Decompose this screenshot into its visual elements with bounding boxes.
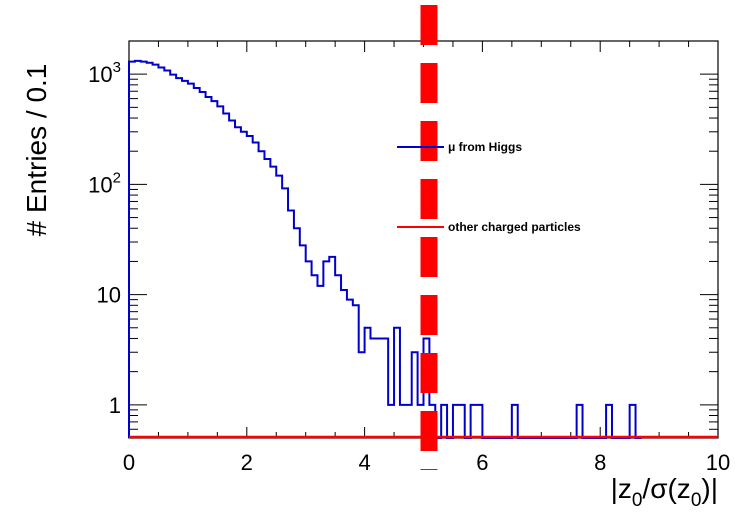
legend-label: μ from Higgs: [448, 140, 522, 154]
legend: μ from Higgs other charged particles: [397, 140, 581, 234]
x-tick-label: 0: [123, 450, 135, 475]
x-tick-label: 8: [594, 450, 606, 475]
x-tick-label: 4: [358, 450, 370, 475]
y-axis-title: # Entries / 0.1: [21, 64, 52, 237]
y-tick-label: 102: [88, 169, 121, 197]
y-tick-label: 1: [109, 393, 121, 418]
y-tick-label: 103: [88, 59, 121, 87]
x-axis-title: |z0/σ(z0)|: [611, 473, 718, 511]
x-tick-label: 2: [241, 450, 253, 475]
y-tick-label: 10: [97, 283, 121, 308]
series-line: [128, 59, 642, 439]
x-tick-label: 10: [706, 450, 730, 475]
tick-labels: 0 2 4 6 8 10 1 10 102 103: [88, 59, 730, 475]
legend-label: other charged particles: [448, 220, 581, 234]
x-tick-label: 6: [476, 450, 488, 475]
